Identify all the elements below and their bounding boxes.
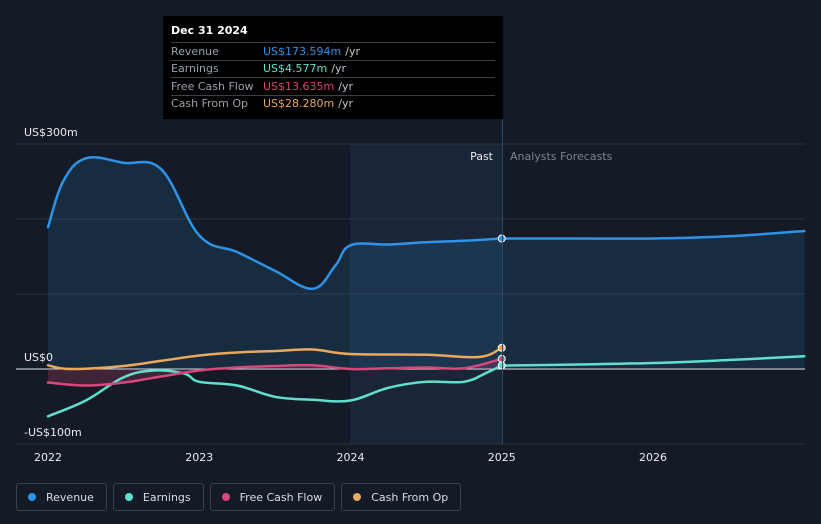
x-tick-label: 2024	[337, 451, 365, 464]
earnings-dot-icon	[124, 493, 133, 501]
tooltip-value: US$4.577m	[263, 62, 328, 76]
series-markers	[497, 234, 506, 370]
tooltip-row-revenue: Revenue US$173.594m /yr	[171, 42, 495, 60]
cash-from-op-line	[46, 346, 504, 371]
tooltip-unit: /yr	[345, 44, 360, 58]
revenue-line	[46, 156, 504, 291]
chart-legend: Revenue Earnings Free Cash Flow Cash Fro…	[16, 483, 462, 511]
tooltip-unit: /yr	[338, 79, 353, 93]
tooltip-row-cash-from-op: Cash From Op US$28.280m /yr	[171, 94, 495, 113]
tooltip-value: US$173.594m	[263, 44, 342, 58]
past-label: Past	[470, 150, 494, 163]
tooltip-label: Revenue	[171, 44, 219, 58]
legend-label: Cash From Op	[371, 490, 449, 504]
legend-item-free-cash-flow[interactable]: Free Cash Flow	[209, 483, 336, 511]
y-label-top: US$300m	[24, 126, 78, 139]
free-cash-flow-line	[46, 357, 504, 387]
tooltip-date: Dec 31 2024	[171, 24, 248, 37]
legend-label: Free Cash Flow	[239, 490, 323, 504]
cash-from-op-dot-icon	[353, 493, 362, 501]
tooltip-value: US$13.635m	[263, 79, 335, 93]
earnings-line	[46, 364, 504, 418]
earnings-forecast-line	[500, 355, 806, 367]
x-tick-label: 2025	[488, 451, 516, 464]
tooltip-unit: /yr	[338, 97, 353, 111]
grid-lines	[16, 143, 805, 445]
legend-label: Revenue	[46, 490, 94, 504]
y-label-bottom: -US$100m	[24, 426, 82, 439]
x-axis-ticks: 2022 2023 2024 2025 2026	[34, 451, 667, 464]
data-tooltip: Dec 31 2024 Revenue US$173.594m /yr Earn…	[163, 16, 503, 119]
forecast-label: Analysts Forecasts	[510, 150, 613, 163]
revenue-forecast-line	[500, 229, 806, 240]
free-cash-flow-marker	[497, 354, 506, 363]
tooltip-label: Earnings	[171, 62, 219, 76]
x-tick-label: 2026	[639, 451, 667, 464]
tooltip-unit: /yr	[331, 62, 346, 76]
legend-item-revenue[interactable]: Revenue	[16, 483, 107, 511]
free-cash-flow-dot-icon	[221, 493, 230, 501]
x-tick-label: 2023	[185, 451, 213, 464]
revenue-marker	[497, 234, 506, 243]
legend-item-cash-from-op[interactable]: Cash From Op	[341, 483, 462, 511]
legend-item-earnings[interactable]: Earnings	[112, 483, 204, 511]
tooltip-row-earnings: Earnings US$4.577m /yr	[171, 59, 495, 78]
series-lines	[46, 156, 806, 418]
revenue-dot-icon	[28, 493, 36, 501]
legend-label: Earnings	[142, 490, 191, 504]
earnings-marker	[497, 361, 506, 370]
tooltip-value: US$28.280m	[263, 97, 335, 111]
x-tick-label: 2022	[34, 451, 62, 464]
revenue-area	[48, 157, 805, 369]
tooltip-row-free-cash-flow: Free Cash Flow US$13.635m /yr	[171, 77, 495, 95]
tooltip-label: Cash From Op	[171, 97, 249, 111]
y-label-zero: US$0	[24, 351, 53, 364]
cash-from-op-marker	[497, 343, 506, 352]
tooltip-label: Free Cash Flow	[171, 79, 254, 93]
